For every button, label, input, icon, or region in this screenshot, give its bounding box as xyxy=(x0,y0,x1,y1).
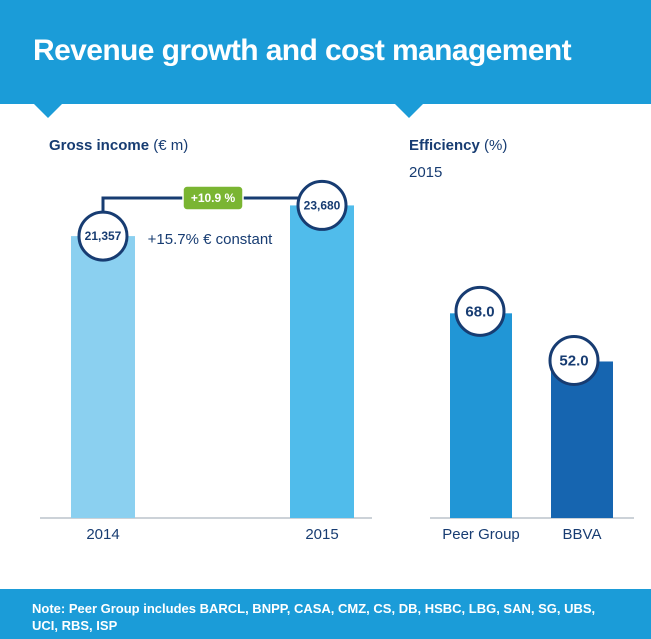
bar-2015 xyxy=(290,205,354,518)
x-label-2014: 2014 xyxy=(86,526,119,543)
header-banner: Revenue growth and cost management xyxy=(0,0,651,104)
value-badge-2015 xyxy=(296,179,348,231)
bar-peer-group xyxy=(450,313,512,518)
value-badge-2014 xyxy=(77,210,129,262)
footer-banner: Note: Peer Group includes BARCL, BNPP, C… xyxy=(0,589,651,639)
growth-badge-label: +10.9 % xyxy=(191,191,236,205)
header-pointer-right xyxy=(395,104,423,118)
x-label-bbva: BBVA xyxy=(563,526,602,543)
header-pointer-left xyxy=(34,104,62,118)
value-badge-bbva xyxy=(548,334,600,386)
efficiency-title: Efficiency (%) xyxy=(409,137,507,154)
page-title: Revenue growth and cost management xyxy=(33,34,572,67)
x-label-peer-group: Peer Group xyxy=(442,526,520,543)
x-label-2015: 2015 xyxy=(305,526,338,543)
bar-2014 xyxy=(71,236,135,519)
value-label-peer-group: 68.0 xyxy=(465,303,494,320)
value-label-2015: 23,680 xyxy=(304,198,341,212)
footer-note: Note: Peer Group includes BARCL, BNPP, C… xyxy=(32,601,596,633)
gross-income-title: Gross income (€ m) xyxy=(49,137,188,154)
growth-badge xyxy=(182,185,244,211)
gross-income-unit: (€ m) xyxy=(153,137,189,154)
efficiency-title-text: Efficiency xyxy=(409,137,480,154)
bar-bbva xyxy=(551,361,613,518)
value-label-bbva: 52.0 xyxy=(559,352,588,369)
efficiency-year: 2015 xyxy=(409,164,443,181)
charts-canvas: +10.9 % +15.7% € constant 21,357 23,680 … xyxy=(40,179,634,543)
constant-growth-label: +15.7% € constant xyxy=(148,231,274,248)
efficiency-unit: (%) xyxy=(484,137,508,154)
gross-income-title-text: Gross income xyxy=(49,137,150,154)
value-label-2014: 21,357 xyxy=(85,229,122,243)
value-badge-peer-group xyxy=(454,285,506,337)
